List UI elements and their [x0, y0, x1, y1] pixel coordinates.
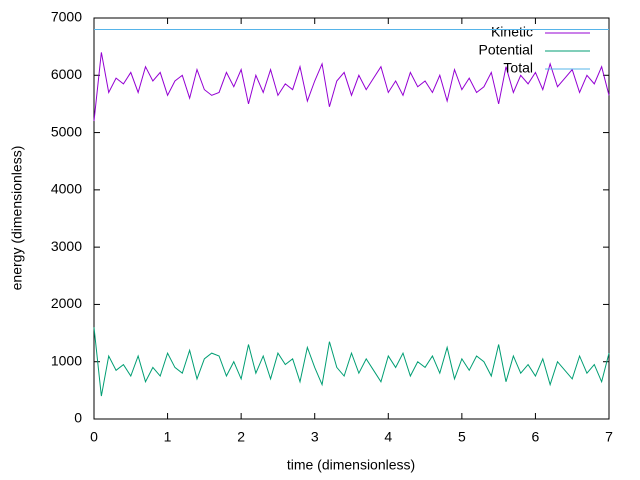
series-line	[93, 327, 610, 397]
x-tick-label: 4	[384, 429, 392, 445]
series-line	[93, 52, 610, 122]
y-tick-label: 3000	[51, 238, 82, 254]
y-tick-label: 7000	[51, 9, 82, 25]
y-tick-label: 6000	[51, 66, 82, 82]
plot-border	[93, 17, 610, 420]
x-tick-label: 1	[164, 429, 172, 445]
y-tick-label: 2000	[51, 295, 82, 311]
y-axis-label: energy (dimensionless)	[9, 146, 25, 291]
x-tick-label: 0	[90, 429, 98, 445]
y-tick-label: 0	[74, 410, 82, 426]
y-tick-label: 4000	[51, 181, 82, 197]
x-tick-label: 6	[532, 429, 540, 445]
y-tick-label: 5000	[51, 123, 82, 139]
x-tick-label: 7	[605, 429, 613, 445]
x-axis-label: time (dimensionless)	[287, 457, 415, 473]
x-tick-label: 3	[311, 429, 319, 445]
x-tick-label: 5	[458, 429, 466, 445]
legend-label: Kinetic	[491, 24, 533, 40]
legend-label: Potential	[479, 42, 533, 58]
y-tick-label: 1000	[51, 352, 82, 368]
legend-label: Total	[503, 60, 533, 76]
x-tick-label: 2	[237, 429, 245, 445]
